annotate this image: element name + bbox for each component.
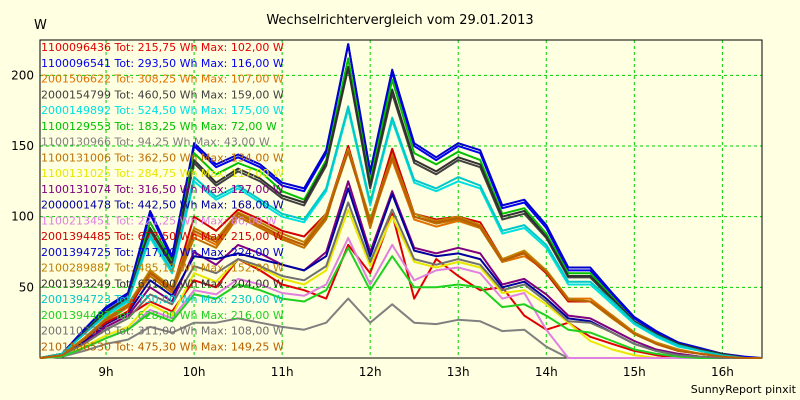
x-tick-label: 16h	[711, 365, 734, 379]
x-tick-label: 13h	[447, 365, 470, 379]
legend: 1100096436 Tot: 215,75 Wh Max: 102,00 W 1…	[41, 41, 284, 353]
y-tick-label: 100	[11, 210, 34, 224]
series-layer	[39, 43, 763, 359]
x-tick-label: 12h	[359, 365, 382, 379]
series-line-1	[39, 212, 762, 359]
series-line-16	[39, 65, 762, 359]
legend-entry-8: 1100131006 Tot: 362,50 Wh Max: 134,00 W	[41, 151, 284, 164]
legend-entry-18: 2001394487 Tot: 628,00 Wh Max: 216,00 W	[41, 309, 284, 322]
series-line-19	[39, 201, 762, 359]
footer-credit: SunnyReport pinxit	[691, 383, 797, 396]
legend-entry-15: 2100289887 Tot: 485,12 Wh Max: 152,00 W	[41, 262, 284, 275]
y-tick-label: 200	[11, 68, 34, 82]
legend-entry-14: 2001394725 Tot: 717,00 Wh Max: 224,00 W	[41, 246, 284, 259]
series-line-10	[39, 180, 762, 359]
y-tick-label: 50	[19, 280, 34, 294]
x-tick-label: 10h	[183, 365, 206, 379]
series-line-18	[39, 246, 762, 359]
legend-entry-12: 1100213451 Tot: 221,25 Wh Max: 86,00 W	[41, 214, 277, 227]
series-line-17	[39, 105, 762, 359]
plot-frame	[39, 39, 763, 359]
series-line-9	[39, 208, 762, 359]
legend-entry-5: 2000149892 Tot: 524,50 Wh Max: 175,00 W	[41, 104, 284, 117]
chart-title: Wechselrichtervergleich vom 29.01.2013	[266, 13, 533, 28]
legend-entry-13: 2001394485 Tot: 677,50 Wh Max: 215,00 W	[41, 230, 284, 243]
x-tick-label: 11h	[271, 365, 294, 379]
legend-entry-1: 1100096436 Tot: 215,75 Wh Max: 102,00 W	[41, 41, 284, 54]
legend-entry-7: 1100130966 Tot: 94,25 Wh Max: 43,00 W	[41, 136, 270, 149]
legend-entry-6: 1100129553 Tot: 183,25 Wh Max: 72,00 W	[41, 120, 277, 133]
x-tick-label: 14h	[535, 365, 558, 379]
x-tick-label: 15h	[623, 365, 646, 379]
y-axis-unit: W	[34, 18, 47, 33]
legend-entry-4: 2000154799 Tot: 460,50 Wh Max: 159,00 W	[41, 88, 284, 101]
legend-entry-11: 2000001478 Tot: 442,50 Wh Max: 168,00 W	[41, 199, 284, 212]
legend-entry-20: 2101186530 Tot: 475,30 Wh Max: 149,25 W	[41, 340, 284, 353]
legend-entry-10: 1100131074 Tot: 316,50 Wh Max: 127,00 W	[41, 183, 284, 196]
y-tick-label: 150	[11, 139, 34, 153]
legend-entry-2: 1100096541 Tot: 293,50 Wh Max: 116,00 W	[41, 57, 284, 70]
series-line-12	[39, 236, 762, 359]
legend-entry-17: 2001394723 Tot: 750,00 Wh Max: 230,00 W	[41, 293, 284, 306]
legend-entry-9: 1100131025 Tot: 284,75 Wh Max: 117,00 W	[41, 167, 284, 180]
series-line-20	[39, 150, 762, 359]
legend-entry-16: 2001393249 Tot: 631,00 Wh Max: 204,00 W	[41, 277, 284, 290]
y-axis-ticks: 50 100 150 200	[11, 68, 34, 294]
x-axis-ticks: 9h 10h 11h 12h 13h 14h 15h 16h	[98, 365, 733, 379]
legend-entry-3: 2001506622 Tot: 308,25 Wh Max: 107,00 W	[41, 73, 284, 86]
series-line-14	[39, 43, 763, 359]
legend-entry-19: 2001102358 Tot: 311,00 Wh Max: 108,00 W	[41, 325, 284, 338]
x-tick-label: 9h	[98, 365, 113, 379]
